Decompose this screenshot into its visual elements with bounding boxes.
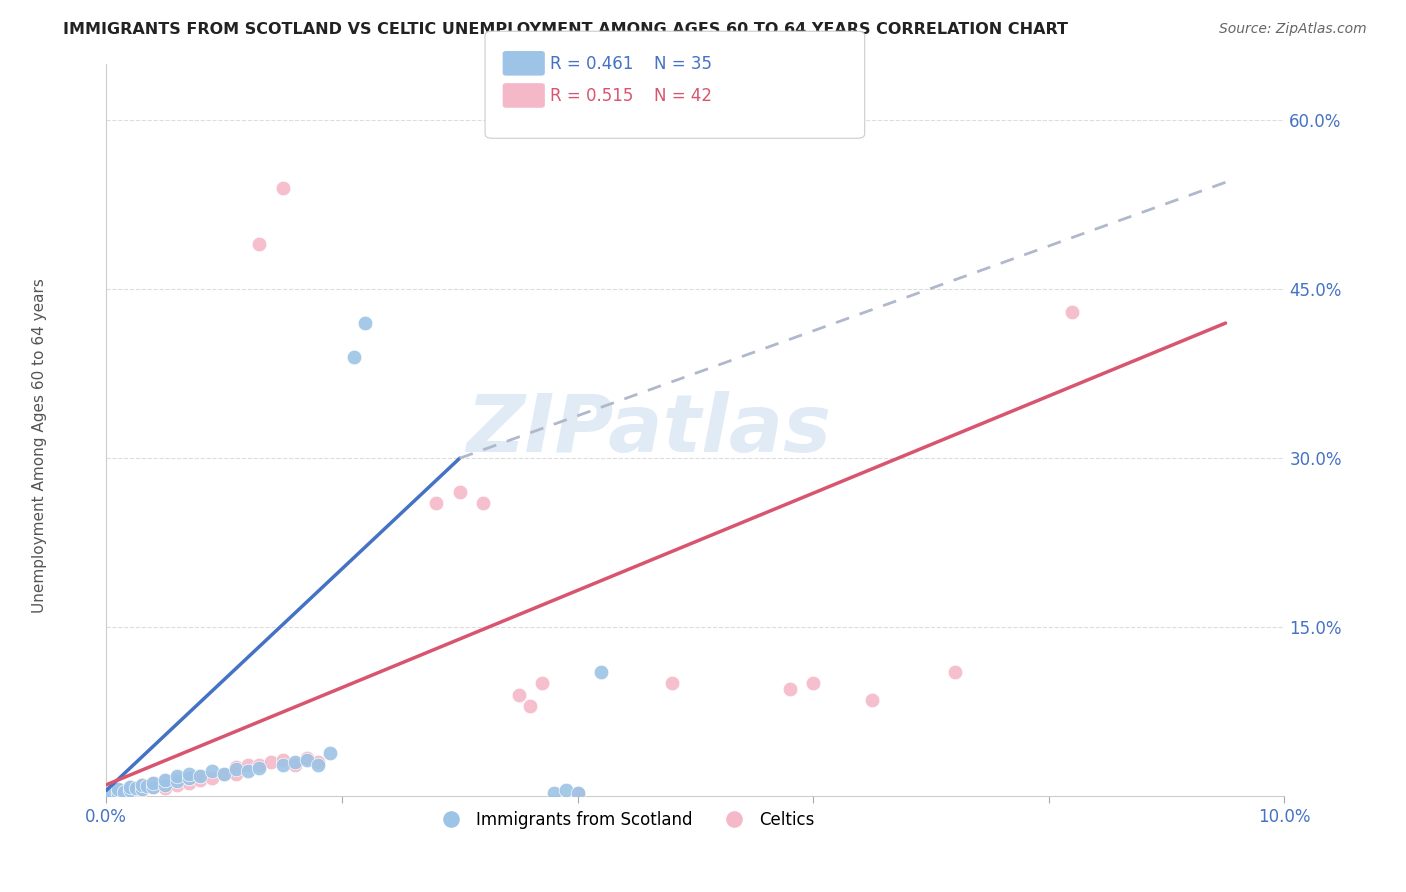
Point [284, 756, 307, 770]
Text: N = 42: N = 42 [654, 87, 711, 105]
Point [284, 757, 307, 772]
Point [271, 753, 294, 767]
Point [225, 760, 247, 774]
Point [225, 762, 247, 776]
Point [166, 769, 188, 783]
Point [142, 775, 165, 789]
Text: R = 0.515: R = 0.515 [550, 87, 633, 105]
Point [136, 779, 159, 793]
Point [779, 682, 801, 697]
Point [131, 782, 153, 797]
Point [247, 237, 270, 252]
Text: ZIPatlas: ZIPatlas [465, 391, 831, 469]
Point [107, 783, 129, 797]
Point [131, 783, 153, 797]
Point [190, 773, 212, 788]
Point [449, 485, 471, 500]
Point [661, 676, 683, 690]
Point [212, 766, 235, 780]
Point [166, 778, 188, 792]
Point [247, 757, 270, 772]
Point [153, 774, 176, 789]
Point [107, 786, 129, 800]
Point [153, 773, 176, 788]
Point [519, 698, 541, 713]
Point [236, 764, 259, 779]
Point [307, 757, 329, 772]
Point [142, 780, 165, 794]
Point [295, 751, 318, 765]
Point [543, 786, 565, 800]
Point [166, 774, 188, 789]
Point [177, 766, 200, 780]
Text: Source: ZipAtlas.com: Source: ZipAtlas.com [1219, 22, 1367, 37]
Point [118, 780, 141, 794]
Point [153, 778, 176, 792]
Point [247, 761, 270, 775]
Text: IMMIGRANTS FROM SCOTLAND VS CELTIC UNEMPLOYMENT AMONG AGES 60 TO 64 YEARS CORREL: IMMIGRANTS FROM SCOTLAND VS CELTIC UNEMP… [63, 22, 1069, 37]
Point [166, 772, 188, 787]
Point [142, 780, 165, 794]
Point [260, 756, 283, 770]
Point [177, 771, 200, 785]
Text: N = 35: N = 35 [654, 55, 711, 73]
Point [295, 753, 318, 767]
Point [125, 781, 148, 796]
Point [212, 766, 235, 780]
Point [142, 775, 165, 789]
Point [107, 786, 129, 800]
Point [319, 746, 342, 760]
Point [153, 781, 176, 796]
Point [554, 783, 576, 797]
Point [101, 787, 124, 801]
Point [118, 783, 141, 797]
Point [591, 665, 613, 680]
Point [271, 757, 294, 772]
Point [508, 688, 530, 702]
Point [531, 676, 554, 690]
Point [1062, 305, 1084, 319]
Point [131, 778, 153, 792]
Point [307, 756, 329, 770]
Text: R = 0.461: R = 0.461 [550, 55, 633, 73]
Point [225, 766, 247, 780]
Point [107, 782, 129, 797]
Point [472, 496, 495, 510]
Legend: Immigrants from Scotland, Celtics: Immigrants from Scotland, Celtics [427, 804, 821, 835]
Point [118, 784, 141, 798]
Point [236, 757, 259, 772]
Point [190, 769, 212, 783]
Text: Unemployment Among Ages 60 to 64 years: Unemployment Among Ages 60 to 64 years [32, 278, 46, 614]
Point [112, 784, 135, 798]
Point [860, 693, 883, 707]
Point [567, 786, 589, 800]
Point [425, 496, 447, 510]
Point [943, 665, 966, 680]
Point [118, 780, 141, 794]
Point [177, 775, 200, 789]
Point [354, 316, 377, 330]
Point [201, 771, 224, 785]
Point [271, 181, 294, 195]
Point [567, 786, 589, 800]
Point [177, 771, 200, 785]
Point [201, 764, 224, 779]
Point [801, 676, 824, 690]
Point [343, 350, 366, 364]
Point [190, 769, 212, 783]
Point [131, 778, 153, 792]
